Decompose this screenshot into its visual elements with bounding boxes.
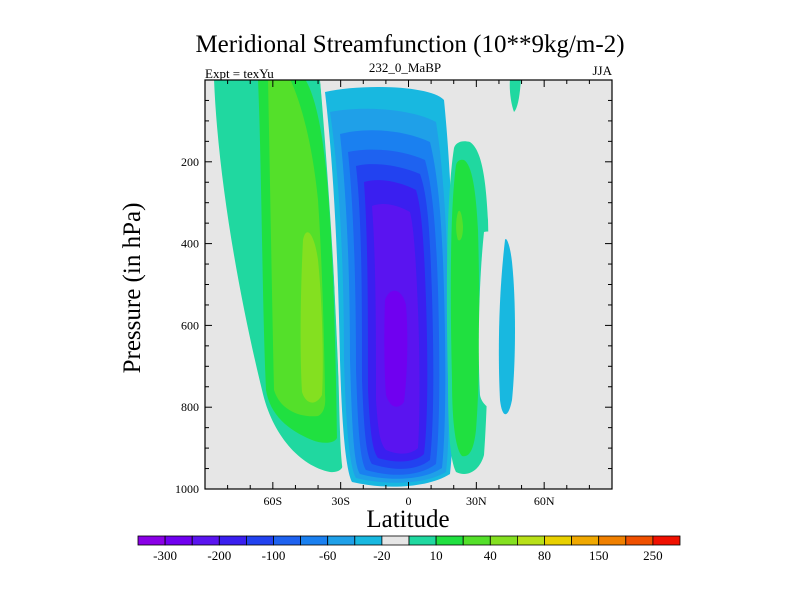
colorbar-swatch [273, 535, 302, 546]
x-tick-label: 0 [406, 494, 412, 508]
colorbar-swatch [191, 535, 220, 546]
colorbar-swatch [435, 535, 464, 546]
colorbar-swatch [218, 535, 247, 546]
colorbar-label: -300 [153, 548, 177, 563]
colorbar-swatch [462, 535, 491, 546]
colorbar-swatch [137, 535, 166, 546]
axes: 60S 30S 0 30N 60N 200 400 600 800 1000 [175, 80, 612, 508]
colorbar-label: 40 [484, 548, 497, 563]
x-tick-label: 30S [331, 494, 350, 508]
colorbar-label: -20 [373, 548, 390, 563]
chart-title: Meridional Streamfunction (10**9kg/m-2) [195, 31, 624, 58]
colorbar-label: -60 [319, 548, 336, 563]
colorbar-swatch [625, 535, 654, 546]
nh-cell-40-band [456, 210, 463, 241]
colorbar-label: 10 [430, 548, 443, 563]
y-axis-label: Pressure (in hPa) [119, 203, 146, 374]
colorbar-label: -100 [262, 548, 286, 563]
colorbar-swatch [571, 535, 600, 546]
colorbar-label: 80 [538, 548, 551, 563]
y-tick-label: 800 [181, 400, 199, 414]
colorbar-swatch [544, 535, 573, 546]
eq-cell-250-band [384, 290, 408, 407]
colorbar-swatch [354, 535, 383, 546]
plot-area [204, 79, 613, 490]
nh-mid-neg-20-band [498, 238, 515, 415]
y-tick-label: 1000 [175, 482, 199, 496]
y-tick-label: 600 [181, 318, 199, 332]
nh-cell-20-band [450, 159, 480, 457]
colorbar-swatch [300, 535, 329, 546]
y-tick-label: 400 [181, 237, 199, 251]
colorbar-label: 250 [643, 548, 663, 563]
colorbar: -300 -200 -100 -60 -20 10 40 80 150 250 [137, 535, 681, 563]
colorbar-swatch [164, 535, 193, 546]
colorbar-swatch [517, 535, 545, 546]
colorbar-label: -200 [207, 548, 231, 563]
colorbar-swatch [245, 535, 274, 546]
colorbar-swatch [489, 535, 518, 546]
season-label: JJA [592, 63, 612, 78]
time-label: 232_0_MaBP [369, 60, 441, 75]
sh-cell-60-band [300, 232, 323, 403]
x-tick-label: 30N [466, 494, 487, 508]
colorbar-label: 150 [589, 548, 609, 563]
colorbar-swatch [408, 535, 437, 546]
colorbar-swatch [327, 535, 356, 546]
x-tick-label: 60N [534, 494, 555, 508]
x-axis-label: Latitude [366, 506, 449, 533]
colorbar-swatch [652, 535, 681, 546]
x-tick-label: 60S [263, 494, 282, 508]
colorbar-swatch [598, 535, 627, 546]
upper-pos-patch [509, 80, 521, 112]
experiment-label: Expt = texYu [205, 66, 274, 81]
y-tick-label: 200 [181, 155, 199, 169]
colorbar-swatch [381, 535, 410, 546]
